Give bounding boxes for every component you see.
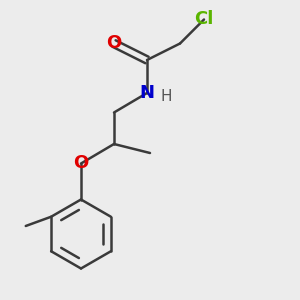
Text: H: H xyxy=(161,88,172,104)
Text: O: O xyxy=(106,34,122,52)
Text: O: O xyxy=(74,154,88,172)
Text: N: N xyxy=(140,84,154,102)
Text: Cl: Cl xyxy=(194,11,214,28)
